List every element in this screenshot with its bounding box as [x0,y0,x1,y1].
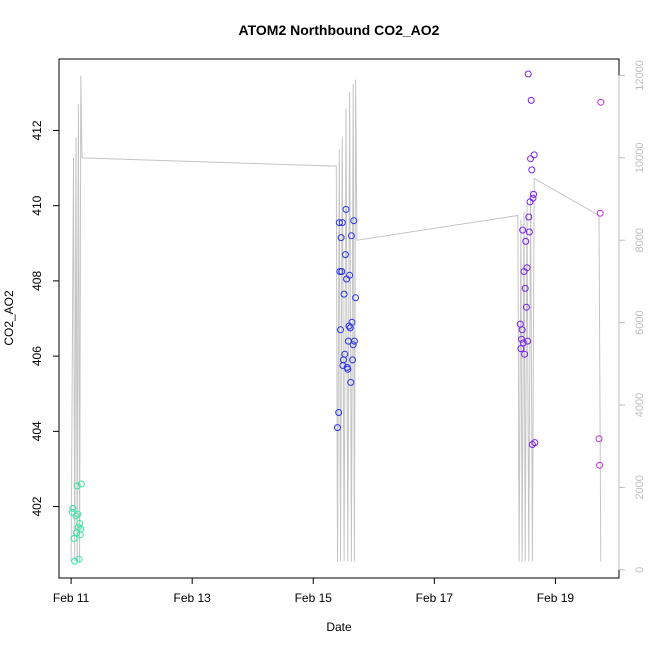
data-point [349,341,357,349]
series-4 [595,98,605,469]
data-point [338,268,346,275]
data-point [338,219,346,227]
data-point [524,70,532,78]
data-point [77,480,85,488]
data-point [530,151,538,159]
data-point [74,510,82,518]
data-point [77,525,85,533]
data-point [337,326,344,334]
data-point [523,264,531,272]
data-point [527,96,535,104]
data-point [519,339,527,347]
chart-title: ATOM2 Northbound CO2_AO2 [239,22,440,38]
series-1 [68,480,85,565]
secondary-line-layer [70,75,602,562]
data-point [595,435,603,443]
y-tick-label: 412 [30,120,44,140]
data-point [529,194,537,202]
data-point [69,504,77,512]
data-point [527,155,535,163]
data-point [75,555,83,563]
y-axis-label: CO2_AO2 [2,290,16,346]
data-point [340,290,348,298]
data-point [335,219,343,227]
series-2 [334,205,360,432]
data-point [596,461,604,469]
x-tick-label: Feb 11 [53,591,90,605]
data-point [597,98,605,106]
axes-layer: Feb 11 Feb 13 Feb 15 Feb 17 Feb 19 402 404 406 4… [30,58,646,605]
y2-tick-label: 8000 [634,228,646,252]
y-tick-label: 410 [30,195,44,215]
y-tick-label: 404 [30,421,44,441]
data-point [71,557,79,565]
data-point [596,209,604,217]
data-point [521,350,529,358]
data-point [350,337,358,345]
y-tick-label: 406 [30,346,44,366]
data-point [334,424,341,432]
data-point [350,217,358,225]
y2-tick-label: 2000 [634,475,646,499]
data-point [349,356,357,364]
data-point [347,232,355,240]
x-tick-label: Feb 17 [416,591,454,605]
data-point [347,378,355,386]
data-point [517,345,525,353]
data-point [72,512,80,520]
y2-tick-label: 12000 [634,60,646,91]
data-point [530,190,538,198]
data-point [341,350,349,358]
data-point [531,439,539,447]
x-tick-label: Feb 13 [174,591,212,605]
y2-tick-label: 4000 [634,393,646,417]
data-point [337,234,345,242]
data-point [524,337,532,345]
data-point [70,535,78,542]
y2-tick-label: 6000 [634,310,646,334]
data-point [348,318,356,326]
data-point [525,213,533,221]
data-point [518,335,525,343]
data-point [519,226,527,234]
y2-tick-label: 0 [634,567,646,573]
data-point [522,237,530,245]
y-tick-label: 408 [30,271,44,291]
data-point [346,271,354,279]
x-axis-label: Date [326,620,352,634]
data-point [521,284,529,292]
secondary-line [70,75,602,562]
data-point [352,294,360,302]
data-point [344,365,352,373]
data-point [525,228,533,236]
series-3 [516,70,539,448]
data-point [73,482,81,490]
data-point [342,205,350,213]
data-point [528,166,536,174]
data-point [341,251,349,259]
y2-tick-label: 10000 [634,143,646,174]
points-layer [68,70,605,565]
x-tick-label: Feb 19 [537,591,575,605]
data-point [335,409,343,416]
data-point [76,531,84,539]
y-tick-label: 402 [30,496,44,516]
x-tick-label: Feb 15 [295,591,333,605]
data-point [522,303,530,311]
data-point [518,326,526,334]
